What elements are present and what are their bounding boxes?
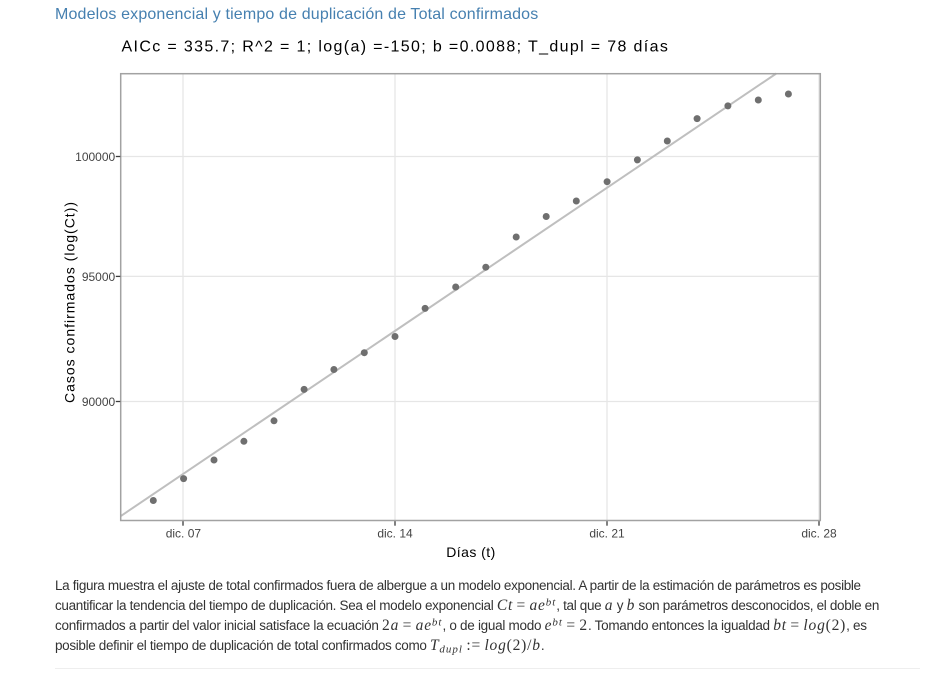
svg-text:100000: 100000 <box>75 150 115 164</box>
svg-text:90000: 90000 <box>82 395 116 409</box>
svg-text:Días (t): Días (t) <box>446 544 496 560</box>
svg-text:dic. 14: dic. 14 <box>377 527 413 541</box>
svg-text:dic. 21: dic. 21 <box>589 527 625 541</box>
svg-text:AICc = 335.7; R^2 = 1; log(a): AICc = 335.7; R^2 = 1; log(a) =-150; b =… <box>122 39 670 56</box>
svg-text:Casos confirmados (log(Ct)): Casos confirmados (log(Ct)) <box>62 201 78 403</box>
svg-text:95000: 95000 <box>82 270 116 284</box>
svg-text:dic. 28: dic. 28 <box>801 527 837 541</box>
svg-text:dic. 07: dic. 07 <box>166 527 202 541</box>
